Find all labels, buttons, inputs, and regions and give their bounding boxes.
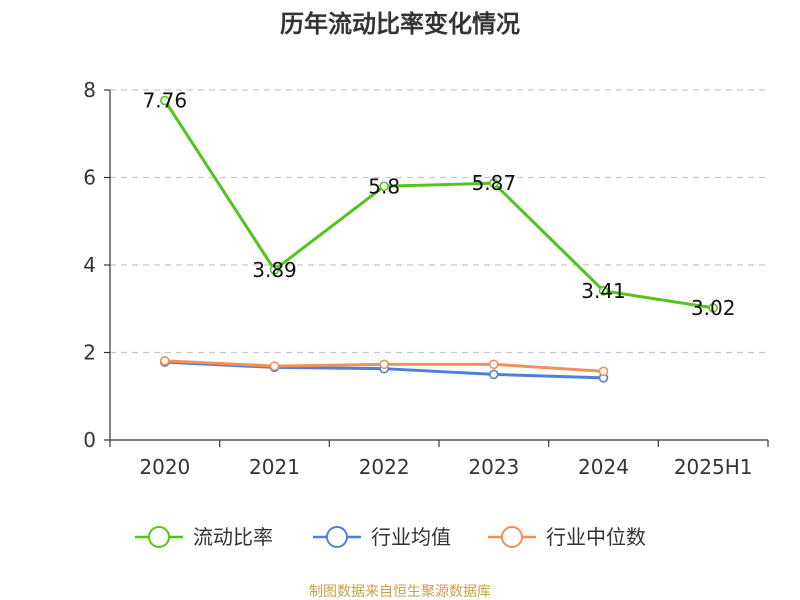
data-point[interactable]	[379, 359, 389, 370]
series-line-0	[163, 99, 715, 310]
x-tick-label: 2020	[139, 455, 190, 479]
data-label: 5.87	[472, 171, 517, 195]
data-label: 7.76	[143, 89, 188, 113]
legend-item-0[interactable]: 流动比率	[135, 525, 273, 549]
data-point[interactable]	[708, 303, 718, 313]
x-tick-label: 2021	[249, 455, 300, 479]
data-label: 3.89	[252, 258, 297, 282]
data-point[interactable]	[598, 286, 609, 296]
legend[interactable]: 流动比率 行业均值 行业中位数	[135, 525, 646, 549]
axes: 0 2 4 6 8 2020 2021 2022 2023 2024 2025H1	[83, 78, 769, 479]
data-point[interactable]	[269, 265, 280, 275]
y-tick-label: 8	[83, 78, 96, 102]
legend-marker-icon	[148, 526, 170, 548]
chart-title: 历年流动比率变化情况	[280, 10, 520, 38]
y-tick-label: 6	[83, 166, 96, 190]
source-note: 制图数据来自恒生聚源数据库	[309, 584, 491, 600]
data-label: 3.02	[691, 296, 736, 320]
data-point[interactable]	[269, 361, 280, 371]
data-label: 5.8	[368, 174, 400, 198]
data-point[interactable]	[160, 356, 170, 366]
y-tick-label: 0	[83, 428, 96, 452]
data-labels: 7.76 3.89 5.8 5.87 3.41 3.02	[143, 89, 736, 320]
legend-label: 行业中位数	[546, 525, 646, 549]
legend-marker-icon	[326, 526, 348, 548]
grid	[110, 89, 768, 354]
data-label: 3.41	[581, 279, 626, 303]
y-tick-label: 2	[83, 341, 96, 365]
legend-label: 行业均值	[371, 525, 451, 549]
data-point[interactable]	[489, 359, 499, 370]
legend-item-2[interactable]: 行业中位数	[488, 525, 646, 549]
legend-label: 流动比率	[193, 525, 273, 549]
x-tick-label: 2025H1	[674, 455, 753, 479]
x-tick-label: 2024	[578, 455, 629, 479]
data-point[interactable]	[598, 366, 609, 377]
plot-area	[160, 95, 718, 383]
data-point[interactable]	[489, 178, 499, 188]
legend-marker-icon	[501, 526, 523, 548]
y-tick-label: 4	[83, 253, 96, 277]
data-point[interactable]	[379, 181, 389, 192]
x-tick-label: 2022	[359, 455, 410, 479]
data-point[interactable]	[160, 95, 170, 106]
legend-item-1[interactable]: 行业均值	[313, 525, 451, 549]
x-tick-label: 2023	[468, 455, 519, 479]
data-point[interactable]	[489, 369, 499, 380]
